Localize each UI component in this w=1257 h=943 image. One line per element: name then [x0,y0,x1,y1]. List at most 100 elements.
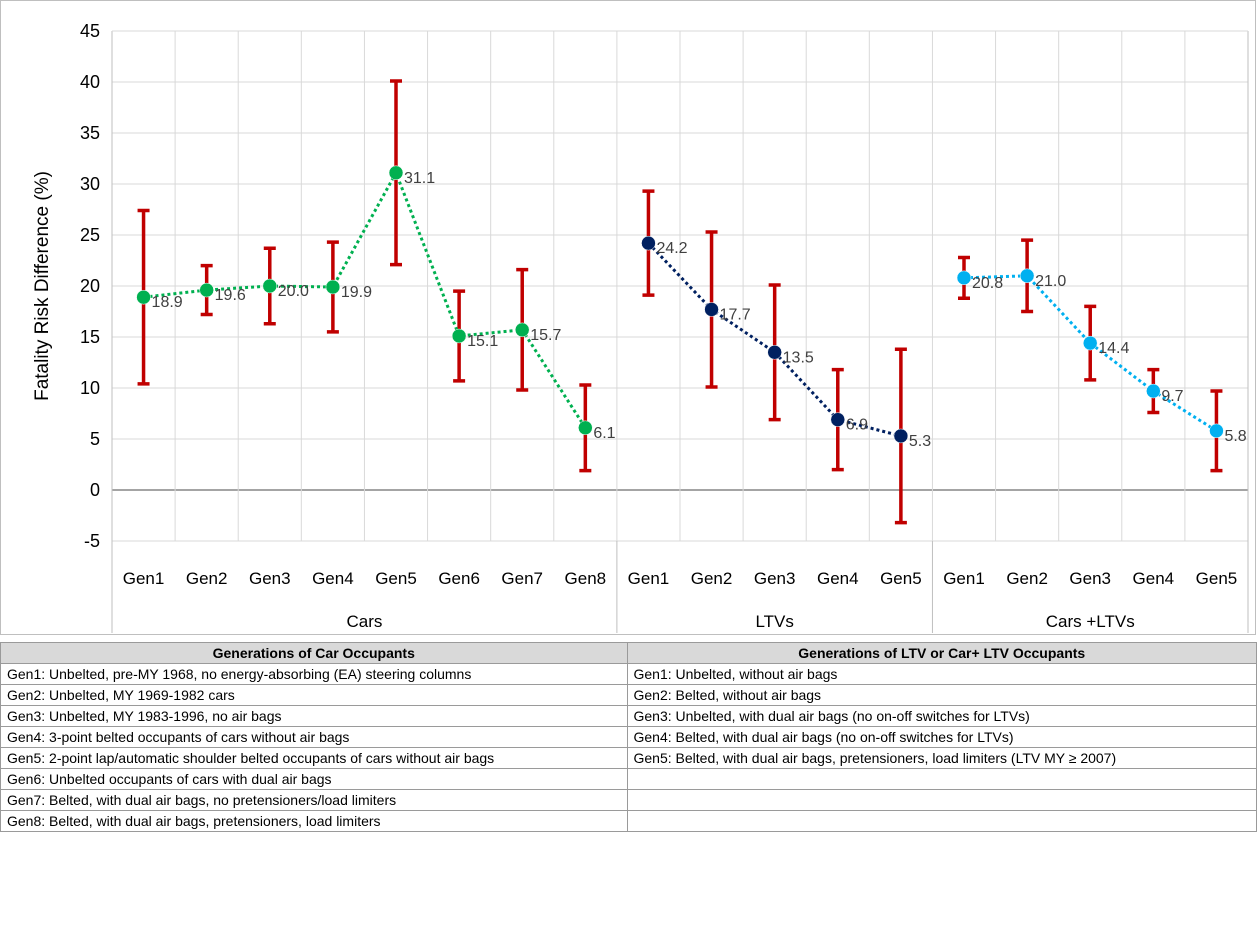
x-tick-label: Gen1 [943,569,985,588]
data-point [325,279,341,295]
table-cell: Gen5: Belted, with dual air bags, preten… [626,747,1257,769]
y-axis-title: Fatality Risk Difference (%) [32,171,53,401]
data-point [262,278,278,294]
y-tick-label: 20 [80,276,100,296]
x-tick-label: Gen2 [186,569,228,588]
group-label: Cars [346,612,382,631]
y-tick-label: 10 [80,378,100,398]
table-cell: Gen3: Unbelted, with dual air bags (no o… [626,705,1257,727]
y-tick-label: 25 [80,225,100,245]
data-label: 14.4 [1098,340,1129,357]
table-cell: Gen4: Belted, with dual air bags (no on-… [626,726,1257,748]
header-cell: Generations of LTV or Car+ LTV Occupants [626,642,1257,664]
y-tick-label: 45 [80,21,100,41]
data-label: 19.6 [215,287,246,304]
y-tick-label: 5 [90,429,100,449]
table-cell: Gen3: Unbelted, MY 1983-1996, no air bag… [0,705,628,727]
data-label: 17.7 [720,306,751,323]
data-label: 24.2 [656,240,687,257]
data-label: 21.0 [1035,273,1066,290]
chart: Fatality Risk Difference (%) -5 0 5 10 15 20 2… [0,0,1256,635]
data-point [388,165,404,181]
data-label: 19.9 [341,284,372,301]
x-tick-label: Gen3 [754,569,796,588]
y-tick-label: 40 [80,72,100,92]
x-tick-label: Gen4 [312,569,354,588]
table-cell: Gen7: Belted, with dual air bags, no pre… [0,789,628,811]
x-tick-label: Gen4 [817,569,859,588]
table-cell [626,789,1257,811]
x-tick-label: Gen1 [123,569,165,588]
y-tick-label: 35 [80,123,100,143]
data-point [514,322,530,338]
x-tick-label: Gen5 [1196,569,1238,588]
data-label: 20.8 [972,275,1003,292]
header-cell: Generations of Car Occupants [0,642,628,664]
data-label: 6.9 [846,417,868,434]
series-line [143,169,587,429]
table-cell [626,768,1257,790]
y-tick-label: 0 [90,480,100,500]
x-tick-label: Gen3 [249,569,291,588]
table-row: Gen4: 3-point belted occupants of cars w… [0,726,1257,748]
data-point [956,270,972,286]
y-tick-label: 30 [80,174,100,194]
x-tick-label: Gen1 [628,569,670,588]
data-label: 5.8 [1224,428,1246,445]
data-point [578,420,593,436]
table-row: Gen7: Belted, with dual air bags, no pre… [0,789,1257,811]
data-label: 9.7 [1161,388,1183,405]
group-label: Cars +LTVs [1046,612,1135,631]
x-tick-label: Gen2 [691,569,733,588]
table-cell: Gen1: Unbelted, without air bags [626,663,1257,685]
legend-table: Generations of Car Occupants Generations… [0,642,1257,832]
data-point [136,289,151,305]
data-point [704,302,719,317]
data-point [641,235,656,251]
data-point [1209,423,1224,439]
table-row: Gen5: 2-point lap/automatic shoulder bel… [0,747,1257,769]
table-header: Generations of Car Occupants Generations… [0,642,1257,664]
x-tick-label: Gen8 [565,569,607,588]
x-tick-label: Gen2 [1006,569,1048,588]
data-point [893,428,909,444]
x-tick-label: Gen7 [501,569,543,588]
data-label: 20.0 [278,283,309,300]
series-line [647,242,902,438]
data-point [1019,268,1035,284]
table-row: Gen8: Belted, with dual air bags, preten… [0,810,1257,832]
table-cell: Gen5: 2-point lap/automatic shoulder bel… [0,747,628,769]
table-row: Gen2: Unbelted, MY 1969-1982 cars Gen2: B… [0,684,1257,706]
table-body: Gen1: Unbelted, pre-MY 1968, no energy-a… [0,663,1257,832]
data-label: 15.1 [467,333,498,350]
y-tick-label: -5 [84,531,100,551]
data-point [767,345,782,360]
x-tick-label: Gen6 [438,569,480,588]
table-row: Gen1: Unbelted, pre-MY 1968, no energy-a… [0,663,1257,685]
table-cell: Gen4: 3-point belted occupants of cars w… [0,726,628,748]
table-cell: Gen6: Unbelted occupants of cars with du… [0,768,628,790]
table-cell: Gen2: Unbelted, MY 1969-1982 cars [0,684,628,706]
data-point [830,412,846,427]
data-label: 13.5 [783,349,814,366]
table-cell [626,810,1257,832]
data-label: 15.7 [530,327,561,344]
data-label: 6.1 [593,425,615,442]
x-tick-label: Gen5 [375,569,417,588]
table-row: Gen6: Unbelted occupants of cars with du… [0,768,1257,790]
x-tick-label: Gen5 [880,569,922,588]
data-label: 5.3 [909,433,931,450]
x-tick-label: Gen3 [1069,569,1111,588]
data-point [199,282,214,298]
table-row: Gen3: Unbelted, MY 1983-1996, no air bag… [0,705,1257,727]
series-line [963,274,1218,433]
table-cell: Gen1: Unbelted, pre-MY 1968, no energy-a… [0,663,628,685]
y-tick-label: 15 [80,327,100,347]
x-tick-label: Gen4 [1133,569,1175,588]
group-label: LTVs [755,612,793,631]
table-cell: Gen8: Belted, with dual air bags, preten… [0,810,628,832]
data-label: 18.9 [152,294,183,311]
data-point [1146,383,1161,399]
data-point [451,328,467,344]
